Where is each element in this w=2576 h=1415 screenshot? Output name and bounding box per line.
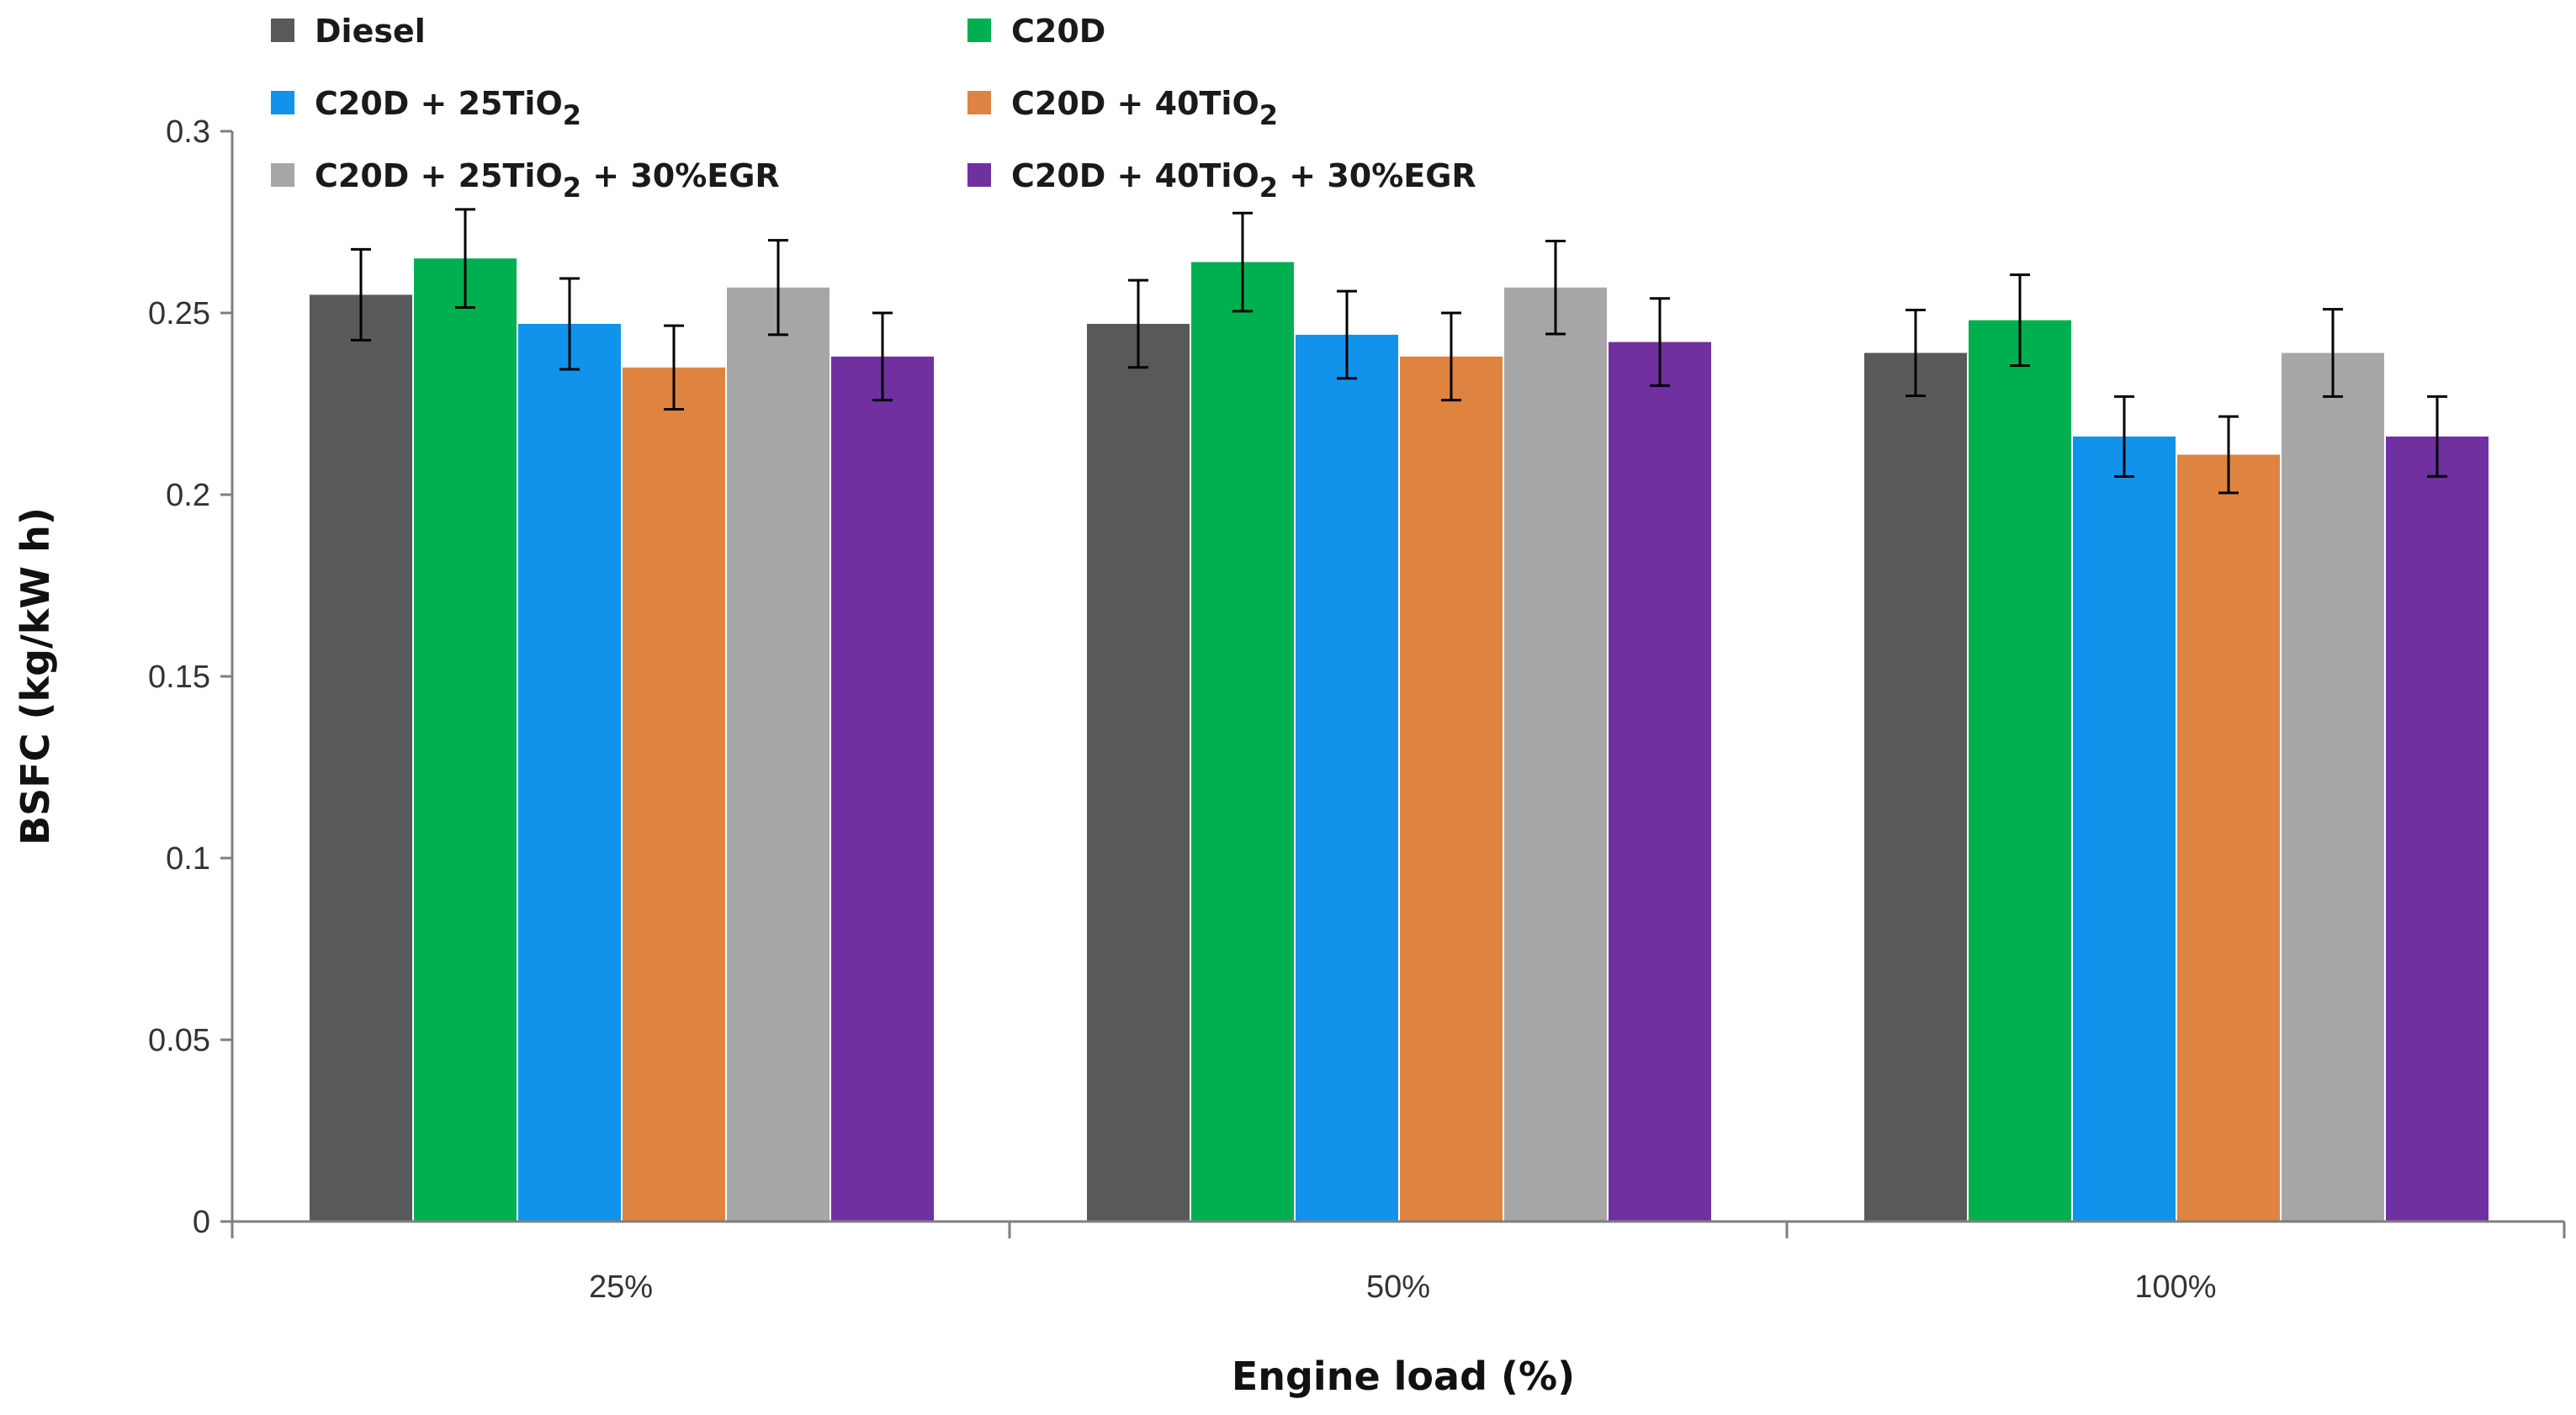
error-bar	[1650, 297, 1670, 387]
legend-label: C20D + 25TiO2	[315, 85, 581, 131]
bar-c20d-25tio2-25pct	[518, 323, 621, 1222]
y-tick-label: 0.3	[166, 114, 210, 150]
error-bar	[351, 247, 371, 342]
bar-c20d-25tio2-30-egr-25pct	[727, 287, 830, 1222]
legend-item: Diesel	[271, 13, 426, 50]
error-bar	[2427, 395, 2447, 478]
bar-c20d-25tio2-30-egr-100pct	[2282, 352, 2384, 1222]
legend-swatch	[271, 91, 294, 114]
legend-item: C20D + 40TiO2 + 30%EGR	[967, 157, 1476, 204]
y-tick-label: 0.1	[166, 841, 210, 877]
legend-label: C20D + 25TiO2 + 30%EGR	[315, 157, 780, 204]
legend-swatch	[967, 91, 991, 114]
legend-item: C20D	[967, 13, 1105, 50]
error-bar	[2114, 395, 2134, 478]
bar-c20d-25tio2-100pct	[2073, 436, 2176, 1222]
error-bar	[1128, 278, 1148, 369]
bar-c20d-40tio2-30-egr-25pct	[831, 356, 934, 1222]
bar-c20d-50pct	[1191, 262, 1294, 1222]
error-bar	[1905, 309, 1926, 397]
y-tick-label: 0.25	[148, 296, 210, 331]
x-tick-label: 100%	[2134, 1269, 2216, 1305]
bars	[310, 258, 2489, 1222]
bar-diesel-50pct	[1087, 323, 1190, 1222]
legend-item: C20D + 40TiO2	[967, 85, 1278, 131]
error-bar	[2010, 273, 2030, 368]
bar-diesel-25pct	[310, 294, 412, 1222]
y-tick-label: 0.15	[148, 660, 210, 695]
bar-c20d-25pct	[414, 258, 517, 1222]
bar-c20d-40tio2-30-egr-100pct	[2386, 436, 2489, 1222]
legend-swatch	[967, 19, 991, 42]
bar-c20d-40tio2-25pct	[623, 367, 725, 1222]
error-bar	[872, 311, 893, 402]
x-axis-ticks: 25% 50% 100%	[231, 1222, 2566, 1305]
bar-c20d-25tio2-50pct	[1296, 334, 1398, 1222]
legend-label: C20D + 40TiO2	[1011, 85, 1278, 131]
y-tick-label: 0.2	[166, 478, 210, 513]
bar-c20d-40tio2-30-egr-50pct	[1609, 342, 1711, 1222]
error-bar	[2218, 415, 2239, 495]
bar-c20d-25tio2-30-egr-50pct	[1504, 287, 1607, 1222]
x-tick-label: 25%	[589, 1269, 653, 1305]
legend-swatch	[271, 19, 294, 42]
bar-diesel-100pct	[1864, 352, 1967, 1222]
error-bar	[1337, 289, 1357, 380]
error-bar	[1441, 311, 1461, 402]
legend-label: Diesel	[315, 13, 426, 50]
legend-swatch	[271, 163, 294, 187]
legend-swatch	[967, 163, 991, 187]
y-axis-title: BSFC (kg/kW h)	[13, 507, 58, 845]
error-bar	[2323, 308, 2343, 398]
error-bars	[351, 208, 2447, 495]
x-axis-title: Engine load (%)	[1232, 1354, 1575, 1399]
y-axis-ticks: 0 0.05 0.1 0.15 0.2 0.25 0.3	[148, 114, 232, 1240]
error-bar	[455, 208, 475, 310]
legend-label: C20D + 40TiO2 + 30%EGR	[1011, 157, 1476, 204]
bar-c20d-40tio2-100pct	[2177, 454, 2280, 1222]
bar-c20d-40tio2-50pct	[1400, 356, 1503, 1222]
y-tick-label: 0.05	[148, 1023, 210, 1058]
error-bar	[768, 239, 788, 337]
x-tick-label: 50%	[1366, 1269, 1430, 1305]
legend: Diesel C20D C20D + 25TiO2 C20D + 40TiO2 C20D…	[271, 13, 1476, 204]
legend-label: C20D	[1011, 13, 1105, 50]
error-bar	[559, 277, 580, 371]
error-bar	[1545, 239, 1566, 336]
error-bar	[664, 324, 684, 411]
error-bar	[1232, 211, 1253, 313]
legend-item: C20D + 25TiO2 + 30%EGR	[271, 157, 780, 204]
y-tick-label: 0	[193, 1205, 210, 1240]
bar-c20d-100pct	[1969, 320, 2071, 1222]
legend-item: C20D + 25TiO2	[271, 85, 581, 131]
